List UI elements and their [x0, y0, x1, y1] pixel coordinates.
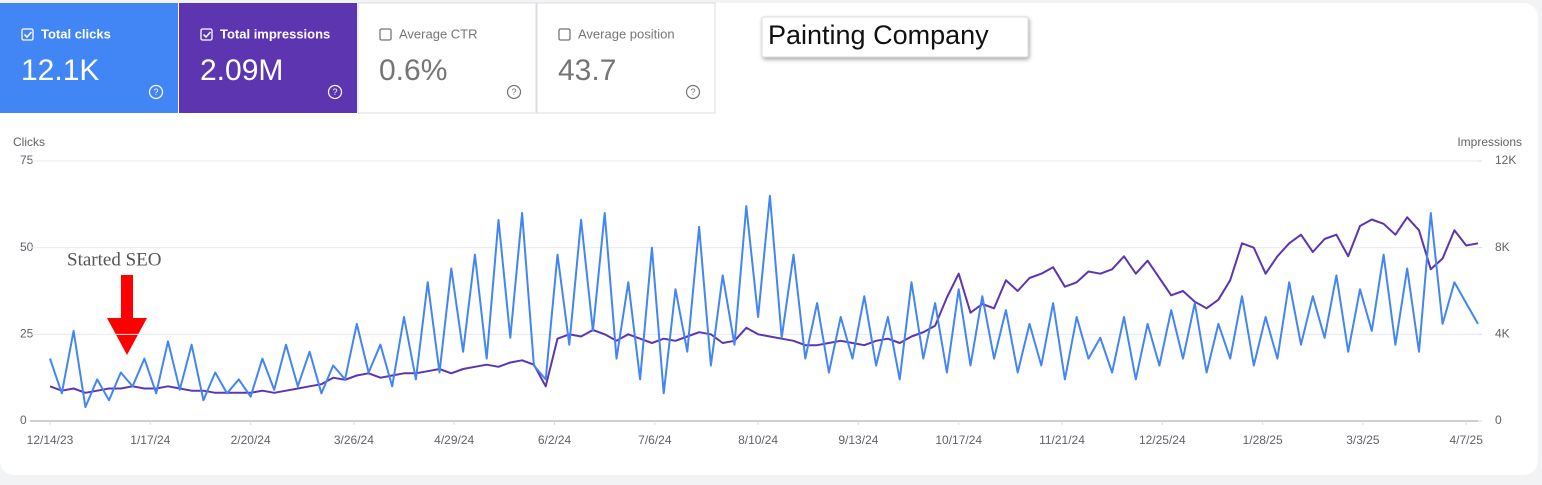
help-mark: ? [153, 87, 158, 97]
y-tick-label: 0 [20, 413, 27, 427]
y2-tick-label: 4K [1495, 327, 1510, 341]
x-tick-label: 12/25/24 [1139, 433, 1186, 447]
checkbox [379, 28, 392, 41]
metric-value: 2.09M [200, 54, 283, 87]
checkbox [21, 28, 34, 41]
metric-card[interactable]: Average position 43.7? [536, 2, 716, 114]
checkmark [23, 31, 33, 39]
y-tick-label: 50 [20, 240, 34, 254]
x-tick-label: 1/17/24 [130, 433, 170, 447]
x-tick-label: 3/3/25 [1346, 433, 1380, 447]
metric-value: 0.6% [379, 54, 447, 87]
x-tick-label: 3/26/24 [334, 433, 374, 447]
annotation-arrow [107, 275, 147, 355]
y-axis-title: Clicks [13, 135, 45, 149]
x-tick-label: 2/20/24 [231, 433, 271, 447]
annotation: Started SEO [67, 249, 161, 270]
y-tick-label: 25 [20, 327, 34, 341]
help-mark: ? [332, 87, 337, 97]
card-background [179, 3, 357, 113]
y2-tick-label: 8K [1495, 240, 1510, 254]
checkmark [202, 31, 212, 39]
x-tick-label: 11/21/24 [1039, 433, 1085, 447]
help-mark: ? [511, 87, 516, 97]
metric-card[interactable]: Average CTR 0.6%? [357, 2, 537, 114]
help-icon [148, 84, 164, 100]
card-background [0, 3, 178, 113]
chart-title: Painting Company [768, 20, 989, 50]
x-tick-label: 7/6/24 [638, 433, 672, 447]
metric-label: Average position [578, 26, 675, 41]
y-tick-label: 75 [20, 153, 34, 167]
metric-label: Total clicks [41, 26, 111, 41]
metric-card[interactable]: Total impressions 2.09M? [179, 3, 357, 113]
card-background [357, 2, 537, 114]
y2-tick-label: 12K [1495, 153, 1516, 167]
x-tick-label: 4/7/25 [1450, 433, 1484, 447]
x-tick-label: 9/13/24 [838, 433, 878, 447]
help-icon [327, 84, 343, 100]
checkbox [200, 28, 213, 41]
card-background [536, 2, 716, 114]
metric-value: 12.1K [21, 54, 99, 87]
y2-tick-label: 0 [1495, 413, 1502, 427]
series-line [49, 194, 1479, 409]
x-tick-label: 4/29/24 [434, 433, 474, 447]
metric-value: 43.7 [558, 54, 616, 87]
checkbox [558, 28, 571, 41]
metric-label: Average CTR [399, 26, 478, 41]
title-box [761, 16, 1029, 58]
y2-axis-title: Impressions [1457, 135, 1522, 149]
x-tick-label: 10/17/24 [935, 433, 982, 447]
x-tick-label: 8/10/24 [738, 433, 778, 447]
series-line [49, 216, 1479, 394]
help-icon [685, 84, 701, 100]
metric-label: Total impressions [220, 26, 330, 41]
x-tick-label: 6/2/24 [538, 433, 572, 447]
metric-card[interactable]: Total clicks 12.1K? [0, 3, 178, 113]
x-tick-label: 1/28/25 [1243, 433, 1283, 447]
help-mark: ? [690, 87, 695, 97]
help-icon [506, 84, 522, 100]
x-tick-label: 12/14/23 [27, 433, 74, 447]
